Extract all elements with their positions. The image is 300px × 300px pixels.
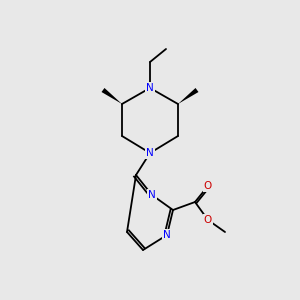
Text: N: N bbox=[148, 190, 156, 200]
Text: N: N bbox=[146, 83, 154, 93]
Polygon shape bbox=[101, 88, 122, 104]
Text: N: N bbox=[146, 148, 154, 158]
Text: O: O bbox=[204, 181, 212, 191]
Polygon shape bbox=[178, 88, 199, 104]
Text: N: N bbox=[163, 230, 171, 240]
Text: O: O bbox=[204, 215, 212, 225]
